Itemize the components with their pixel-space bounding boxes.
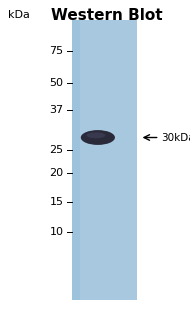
Ellipse shape <box>87 132 105 138</box>
Text: 75: 75 <box>50 46 64 56</box>
Text: 15: 15 <box>50 197 64 207</box>
Text: 10: 10 <box>50 227 64 237</box>
Text: 50: 50 <box>50 78 64 88</box>
Text: 37: 37 <box>50 105 64 115</box>
Ellipse shape <box>81 130 115 145</box>
Text: 25: 25 <box>50 145 64 155</box>
Text: Western Blot: Western Blot <box>51 8 162 23</box>
Text: kDa: kDa <box>8 10 29 20</box>
Text: 30kDa: 30kDa <box>162 133 190 142</box>
Bar <box>72 20 80 300</box>
Text: 20: 20 <box>50 168 64 178</box>
Bar <box>72 20 137 300</box>
